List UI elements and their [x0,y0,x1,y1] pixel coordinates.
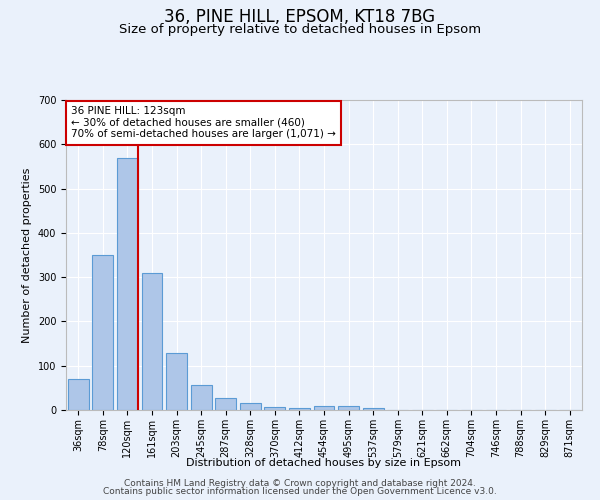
Bar [215,398,236,410]
Bar [338,406,359,410]
Text: Contains HM Land Registry data © Crown copyright and database right 2024.: Contains HM Land Registry data © Crown c… [124,478,476,488]
Text: 36, PINE HILL, EPSOM, KT18 7BG: 36, PINE HILL, EPSOM, KT18 7BG [164,8,436,26]
Bar [166,354,187,410]
Bar [314,406,334,410]
Bar [265,407,286,410]
Bar [289,408,310,410]
Bar [191,385,212,410]
Bar [362,408,383,410]
Text: 36 PINE HILL: 123sqm
← 30% of detached houses are smaller (460)
70% of semi-deta: 36 PINE HILL: 123sqm ← 30% of detached h… [71,106,336,140]
Text: Distribution of detached houses by size in Epsom: Distribution of detached houses by size … [187,458,461,468]
Bar [240,404,261,410]
Text: Contains public sector information licensed under the Open Government Licence v3: Contains public sector information licen… [103,487,497,496]
Text: Size of property relative to detached houses in Epsom: Size of property relative to detached ho… [119,22,481,36]
Bar [142,272,163,410]
Y-axis label: Number of detached properties: Number of detached properties [22,168,32,342]
Bar [68,379,89,410]
Bar [92,255,113,410]
Bar [117,158,138,410]
